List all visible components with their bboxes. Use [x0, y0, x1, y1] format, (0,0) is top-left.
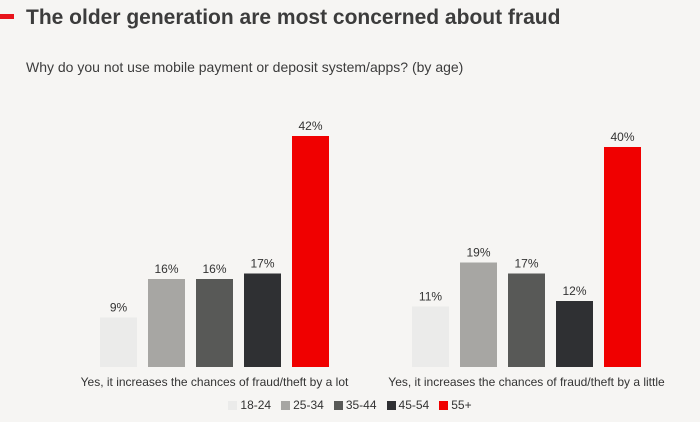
legend-swatch-35-44 — [333, 400, 343, 410]
data-label-55+-cat-1: 42% — [298, 119, 322, 133]
data-label-55+-cat-2: 40% — [610, 130, 634, 144]
data-label-35-44-cat-1: 16% — [202, 262, 226, 276]
legend-label-25-34: 25-34 — [293, 398, 324, 412]
data-label-25-34-cat-2: 19% — [466, 246, 490, 260]
legend-label-18-24: 18-24 — [240, 398, 272, 412]
legend-item-55+: 55+ — [439, 398, 472, 412]
legend-swatch-18-24 — [228, 400, 238, 410]
legend-item-35-44: 35-44 — [333, 398, 377, 412]
legend-swatch-45-54 — [386, 400, 396, 410]
bar-45-54-cat-2 — [556, 301, 593, 367]
bar-25-34-cat-1 — [148, 279, 185, 367]
data-label-45-54-cat-2: 12% — [562, 284, 586, 298]
legend-swatch-55+ — [439, 400, 449, 410]
bar-55+-cat-1 — [292, 136, 329, 367]
data-label-18-24-cat-1: 9% — [110, 301, 128, 315]
title-accent-bar — [0, 14, 14, 19]
legend-label-55+: 55+ — [451, 398, 472, 412]
bar-18-24-cat-2 — [412, 306, 449, 367]
legend-item-45-54: 45-54 — [386, 398, 430, 412]
bar-45-54-cat-1 — [244, 273, 281, 367]
bar-chart: 9% 16% 16% 17% 42% Yes, it increases the chan… — [81, 119, 665, 389]
data-label-18-24-cat-2: 11% — [419, 290, 442, 304]
data-label-25-34-cat-1: 16% — [154, 262, 178, 276]
chart-title: The older generation are most concerned … — [26, 6, 561, 29]
bar-55+-cat-2 — [604, 147, 641, 367]
chart-subtitle: Why do you not use mobile payment or dep… — [26, 59, 464, 75]
bar-25-34-cat-2 — [460, 262, 497, 367]
category-label-2: Yes, it increases the chances of fraud/t… — [388, 375, 665, 389]
data-label-45-54-cat-1: 17% — [250, 257, 274, 271]
bar-35-44-cat-2 — [508, 273, 545, 367]
legend-swatch-25-34 — [281, 400, 291, 410]
legend-label-45-54: 45-54 — [398, 398, 430, 412]
bar-18-24-cat-1 — [100, 317, 137, 367]
legend-item-25-34: 25-34 — [281, 398, 324, 412]
legend-item-18-24: 18-24 — [228, 398, 271, 412]
category-label-1: Yes, it increases the chances of fraud/t… — [81, 375, 349, 389]
bar-35-44-cat-1 — [196, 279, 233, 367]
data-label-35-44-cat-2: 17% — [514, 257, 538, 271]
chart-legend: 18-24 25-34 35-44 45-54 55+ — [0, 398, 700, 412]
legend-label-35-44: 35-44 — [345, 398, 377, 412]
